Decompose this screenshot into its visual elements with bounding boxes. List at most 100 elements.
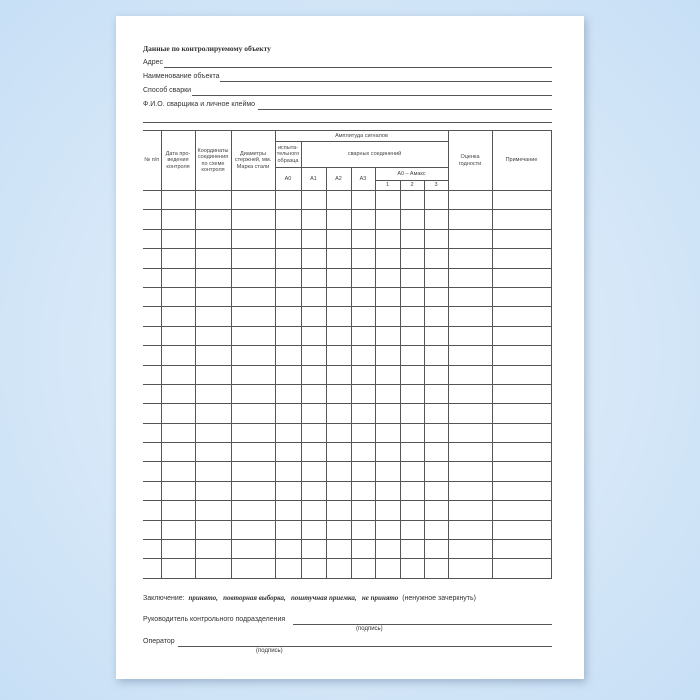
table-cell[interactable] — [447, 500, 493, 521]
table-cell[interactable] — [447, 189, 493, 211]
table-cell[interactable] — [160, 248, 196, 269]
table-cell[interactable] — [300, 403, 327, 424]
table-cell[interactable] — [230, 248, 276, 269]
table-cell[interactable] — [374, 306, 401, 327]
table-cell[interactable] — [143, 500, 162, 521]
table-cell[interactable] — [194, 345, 232, 366]
table-cell[interactable] — [350, 364, 376, 385]
table-cell[interactable] — [350, 189, 376, 211]
table-cell[interactable] — [143, 383, 162, 405]
table-cell[interactable] — [325, 306, 352, 327]
table-cell[interactable] — [491, 286, 552, 308]
table-cell[interactable] — [160, 442, 196, 463]
table-cell[interactable] — [374, 267, 401, 288]
table-cell[interactable] — [399, 228, 425, 250]
table-cell[interactable] — [399, 558, 425, 579]
table-cell[interactable] — [423, 519, 449, 541]
table-cell[interactable] — [423, 383, 449, 405]
table-cell[interactable] — [350, 422, 376, 444]
table-cell[interactable] — [447, 442, 493, 463]
table-cell[interactable] — [491, 461, 552, 482]
table-cell[interactable] — [399, 345, 425, 366]
table-cell[interactable] — [274, 364, 302, 385]
table-cell[interactable] — [194, 403, 232, 424]
welder-field[interactable] — [258, 109, 552, 110]
table-cell[interactable] — [230, 461, 276, 482]
table-cell[interactable] — [491, 325, 552, 347]
extra-line[interactable] — [143, 122, 552, 123]
table-cell[interactable] — [274, 403, 302, 424]
table-cell[interactable] — [374, 500, 401, 521]
table-cell[interactable] — [374, 248, 401, 269]
table-cell[interactable] — [194, 189, 232, 211]
table-cell[interactable] — [423, 480, 449, 502]
table-cell[interactable] — [423, 500, 449, 521]
table-cell[interactable] — [491, 383, 552, 405]
table-cell[interactable] — [350, 500, 376, 521]
table-cell[interactable] — [423, 422, 449, 444]
table-cell[interactable] — [447, 539, 493, 560]
table-cell[interactable] — [143, 345, 162, 366]
table-cell[interactable] — [194, 209, 232, 230]
table-cell[interactable] — [374, 442, 401, 463]
table-cell[interactable] — [230, 325, 276, 347]
table-cell[interactable] — [300, 364, 327, 385]
table-cell[interactable] — [447, 228, 493, 250]
table-cell[interactable] — [374, 286, 401, 308]
table-cell[interactable] — [274, 286, 302, 308]
table-cell[interactable] — [350, 403, 376, 424]
table-cell[interactable] — [491, 500, 552, 521]
table-cell[interactable] — [194, 480, 232, 502]
table-cell[interactable] — [274, 461, 302, 482]
table-cell[interactable] — [325, 558, 352, 579]
table-cell[interactable] — [423, 364, 449, 385]
table-cell[interactable] — [423, 325, 449, 347]
table-cell[interactable] — [374, 189, 401, 211]
table-cell[interactable] — [194, 383, 232, 405]
table-cell[interactable] — [491, 209, 552, 230]
table-cell[interactable] — [230, 189, 276, 211]
table-cell[interactable] — [325, 189, 352, 211]
table-cell[interactable] — [300, 209, 327, 230]
table-cell[interactable] — [143, 364, 162, 385]
table-cell[interactable] — [300, 248, 327, 269]
table-cell[interactable] — [300, 189, 327, 211]
table-cell[interactable] — [399, 442, 425, 463]
table-cell[interactable] — [350, 286, 376, 308]
table-cell[interactable] — [143, 403, 162, 424]
table-cell[interactable] — [300, 286, 327, 308]
table-cell[interactable] — [325, 364, 352, 385]
table-cell[interactable] — [325, 228, 352, 250]
table-cell[interactable] — [160, 364, 196, 385]
table-cell[interactable] — [143, 189, 162, 211]
table-cell[interactable] — [300, 267, 327, 288]
table-cell[interactable] — [423, 267, 449, 288]
table-cell[interactable] — [399, 539, 425, 560]
table-cell[interactable] — [399, 519, 425, 541]
table-cell[interactable] — [350, 480, 376, 502]
table-cell[interactable] — [194, 228, 232, 250]
table-cell[interactable] — [160, 209, 196, 230]
table-cell[interactable] — [300, 442, 327, 463]
table-cell[interactable] — [194, 306, 232, 327]
table-cell[interactable] — [160, 558, 196, 579]
table-cell[interactable] — [325, 500, 352, 521]
operator-signature-field[interactable] — [178, 646, 552, 647]
table-cell[interactable] — [300, 325, 327, 347]
table-cell[interactable] — [374, 364, 401, 385]
table-cell[interactable] — [230, 539, 276, 560]
table-cell[interactable] — [160, 519, 196, 541]
address-field[interactable] — [164, 67, 552, 68]
table-cell[interactable] — [230, 228, 276, 250]
table-cell[interactable] — [230, 422, 276, 444]
table-cell[interactable] — [399, 248, 425, 269]
table-cell[interactable] — [194, 539, 232, 560]
table-cell[interactable] — [447, 519, 493, 541]
table-cell[interactable] — [399, 267, 425, 288]
table-cell[interactable] — [325, 461, 352, 482]
table-cell[interactable] — [194, 558, 232, 579]
table-cell[interactable] — [300, 500, 327, 521]
table-cell[interactable] — [491, 480, 552, 502]
table-cell[interactable] — [160, 345, 196, 366]
table-cell[interactable] — [350, 539, 376, 560]
